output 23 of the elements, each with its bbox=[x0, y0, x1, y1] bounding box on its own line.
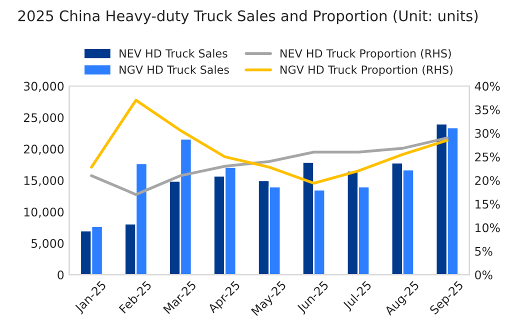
y-tick-label: 30,000 bbox=[24, 82, 64, 92]
y-tick-label: 5,000 bbox=[32, 239, 64, 250]
legend-label: NEV HD Truck Proportion (RHS) bbox=[280, 48, 451, 60]
y2-tick-label: 10% bbox=[476, 223, 500, 232]
y-tick-label: 10,000 bbox=[24, 208, 64, 218]
y2-tick-label: 40% bbox=[474, 82, 500, 91]
legend-label: NGV HD Truck Sales bbox=[120, 65, 229, 74]
y-tick-label: 15,000 bbox=[24, 176, 64, 186]
y2-tick-label: 35% bbox=[475, 105, 500, 114]
y2-tick-label: 20% bbox=[475, 176, 500, 186]
y2-tick-label: 15% bbox=[476, 200, 500, 209]
y2-tick-label: 30% bbox=[475, 128, 500, 138]
y-tick-label: 0 bbox=[58, 270, 64, 280]
y2-tick-label: 5% bbox=[475, 246, 492, 256]
line-series bbox=[90, 136, 449, 196]
line-series bbox=[90, 98, 449, 185]
legend-label: NGV HD Truck Proportion (RHS) bbox=[280, 65, 452, 76]
legend-label: NEV HD Truck Sales bbox=[120, 48, 228, 58]
y2-tick-label: 25% bbox=[475, 152, 500, 162]
y2-tick-label: 0% bbox=[475, 270, 492, 280]
y-tick-label: 20,000 bbox=[24, 144, 64, 155]
y-tick-label: 25,000 bbox=[24, 113, 64, 124]
chart-title: 2025 China Heavy-duty Truck Sales and Proportion (Unit: units) bbox=[18, 10, 478, 24]
